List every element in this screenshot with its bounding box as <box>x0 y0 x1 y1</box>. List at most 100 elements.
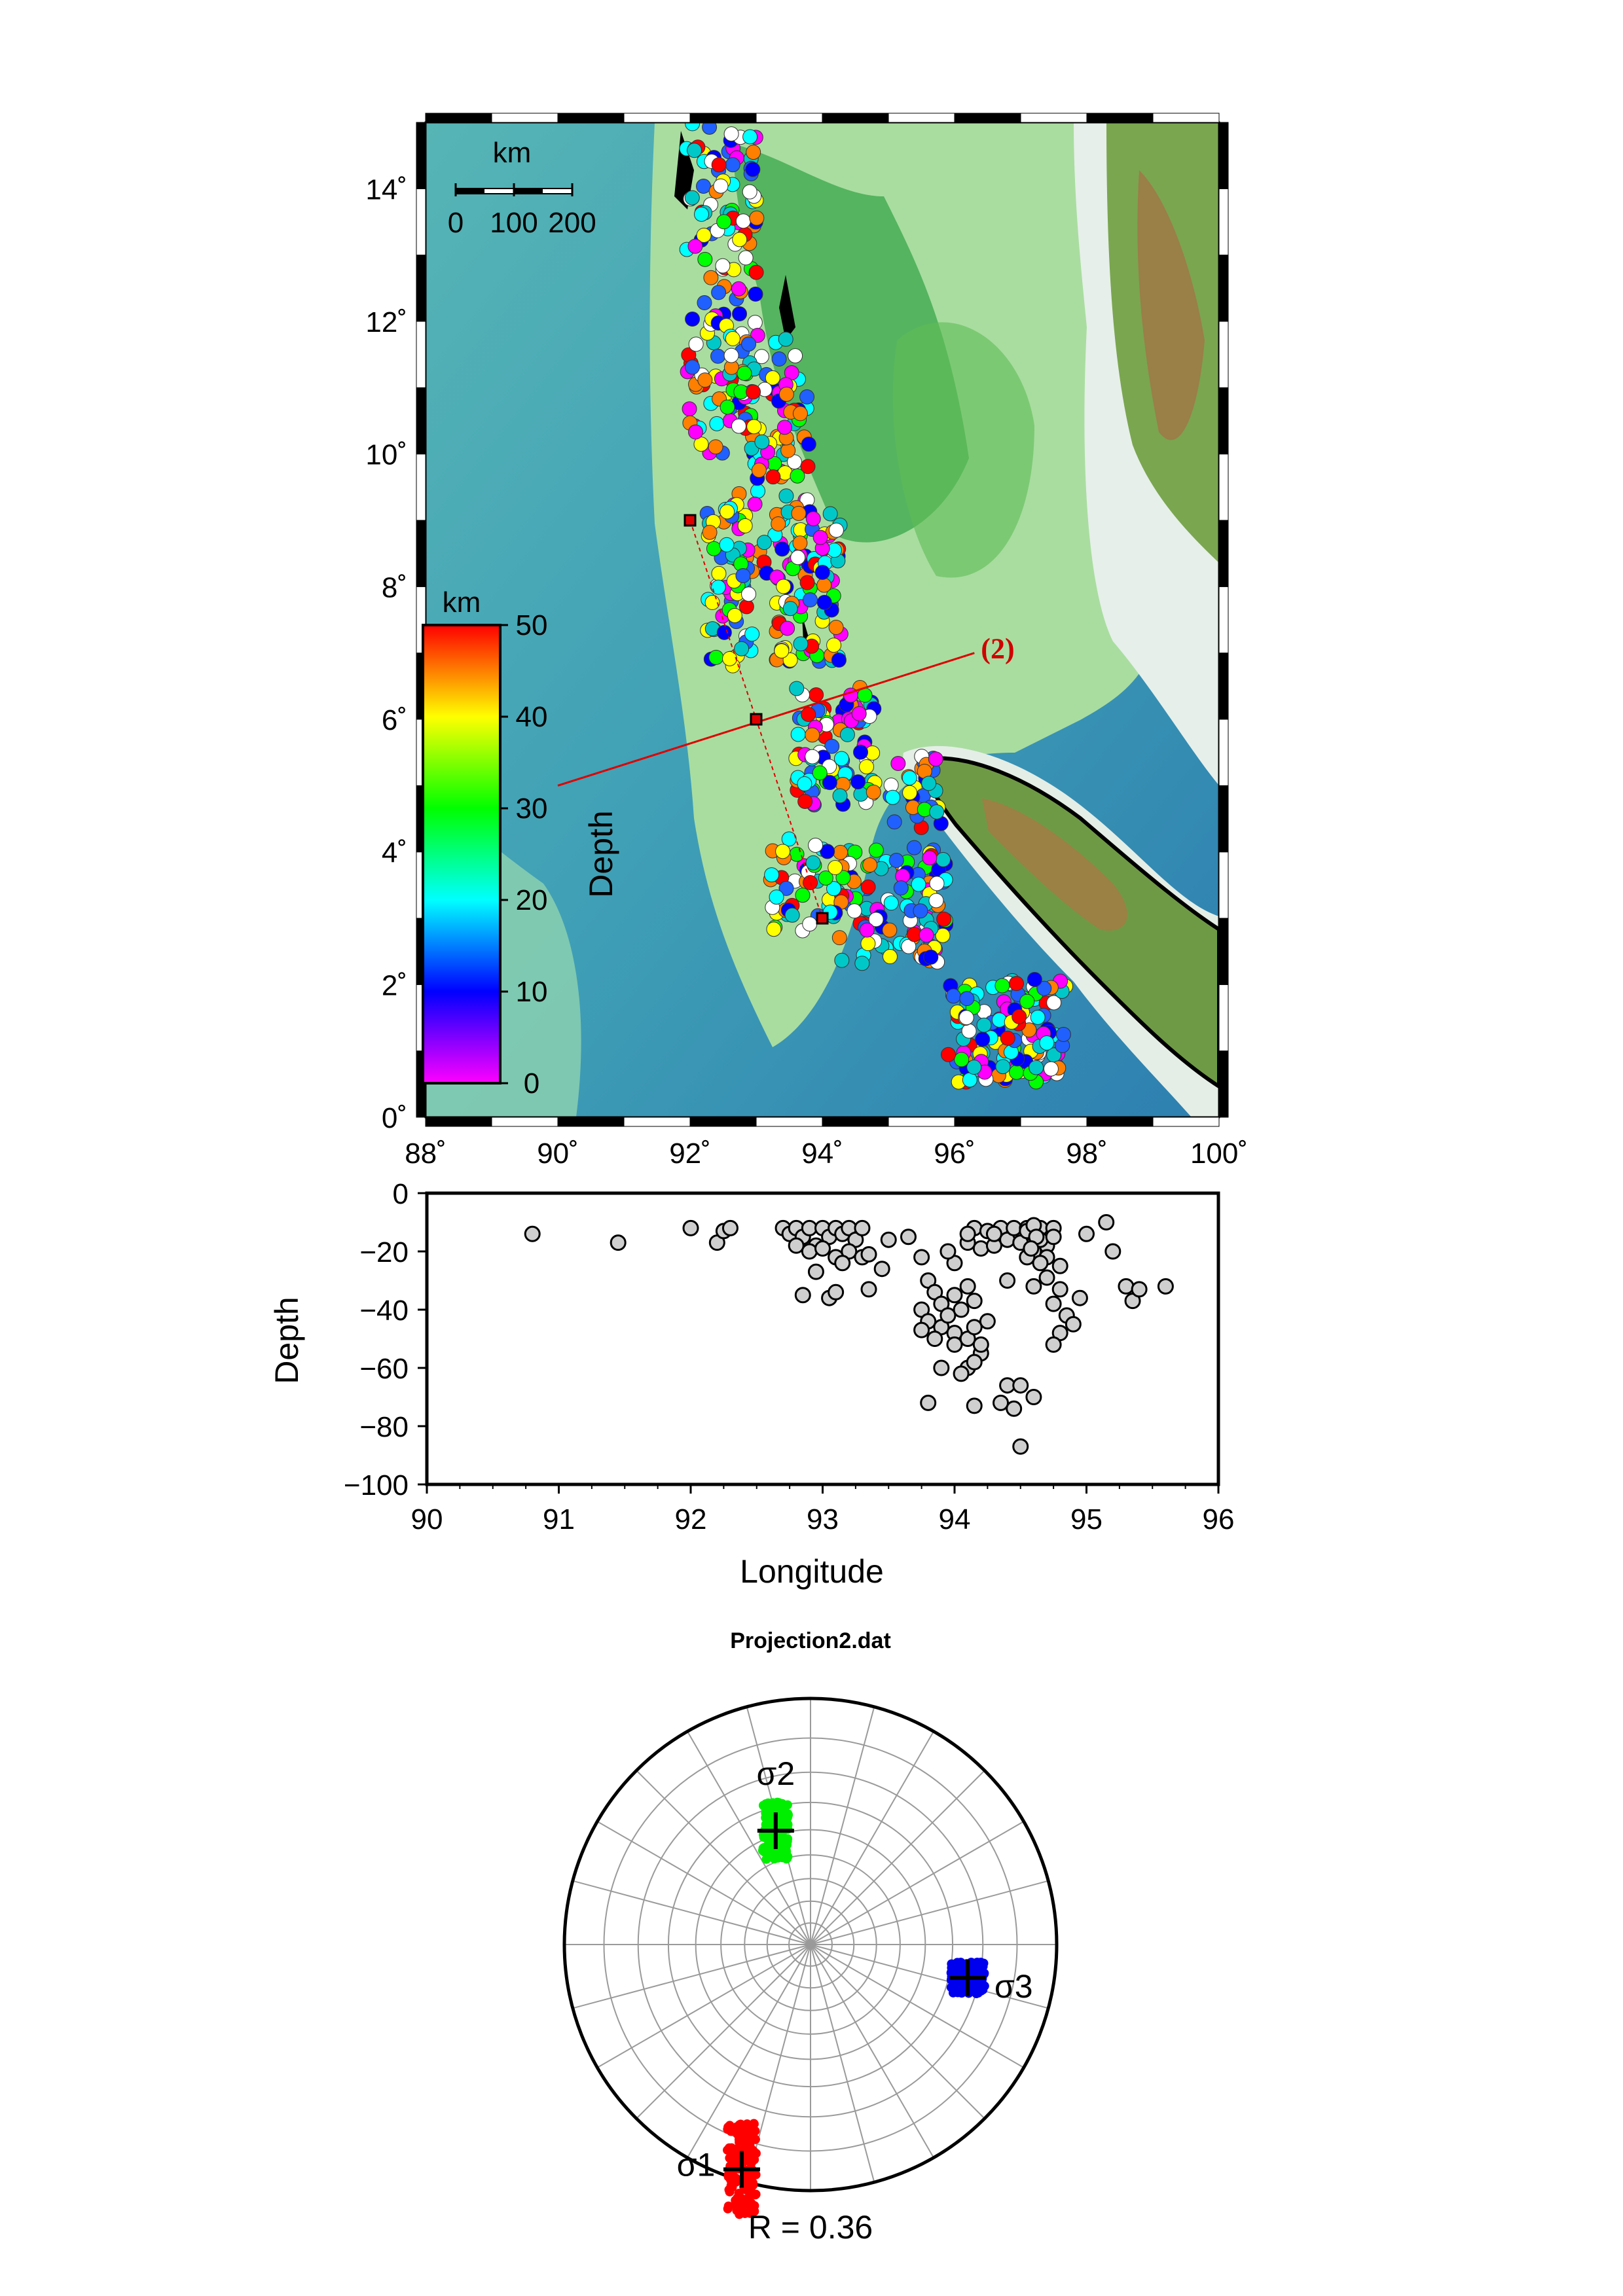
scalebar-label-200: 200 <box>548 207 596 239</box>
depth-point <box>1080 1227 1094 1241</box>
epicenter-dot <box>716 259 730 273</box>
epicenter-dot <box>733 232 747 247</box>
epicenter-dot <box>832 931 847 945</box>
depth-xlabel: Longitude <box>740 1553 884 1590</box>
trench-marker <box>751 714 761 725</box>
axis-solution-dot <box>746 2144 756 2153</box>
epicenter-dot <box>801 707 816 721</box>
depth-ytick-label: −100 <box>344 1469 409 1501</box>
epicenter-dot <box>685 190 699 205</box>
epicenter-dot <box>748 497 762 511</box>
axis-solution-dot <box>746 2198 756 2208</box>
epicenter-dot <box>697 295 712 310</box>
epicenter-dot <box>955 1052 969 1067</box>
axis-solution-dot <box>765 1839 775 1848</box>
epicenter-dot <box>725 158 740 172</box>
lon-tick-label: 88˚ <box>405 1138 447 1170</box>
epicenter-dot <box>806 855 820 870</box>
axis-solution-dot <box>750 2126 759 2136</box>
epicenter-dot <box>775 542 790 556</box>
epicenter-dot <box>1040 1035 1054 1050</box>
epicenter-dot <box>861 937 875 951</box>
epicenter-dot <box>791 550 805 565</box>
axis-solution-dot <box>947 1960 956 1969</box>
epicenter-dot <box>941 1047 956 1062</box>
epicenter-dot <box>960 992 974 1006</box>
epicenter-dot <box>840 727 854 742</box>
epicenter-dot <box>712 566 726 581</box>
epicenter-dot <box>742 185 757 199</box>
epicenter-dot <box>889 853 903 868</box>
epicenter-dot <box>682 402 697 416</box>
epicenter-dot <box>833 789 847 803</box>
epicenter-dot <box>902 771 917 785</box>
epicenter-dot <box>790 681 804 696</box>
epicenter-dot <box>724 127 739 141</box>
epicenter-dot <box>855 956 869 971</box>
epicenter-dot <box>860 759 874 774</box>
axis-solution-dot <box>725 2125 735 2134</box>
epicenter-dot <box>828 861 843 875</box>
epicenter-dot <box>731 419 746 433</box>
depth-point <box>954 1367 968 1381</box>
epicenter-dot <box>689 337 703 351</box>
epicenter-dot <box>792 506 806 520</box>
epicenter-dot <box>907 840 921 855</box>
epicenter-dot <box>833 845 848 859</box>
lon-tick-labels: 88˚ 90˚ 92˚ 94˚ 96˚ 98˚ 100˚ <box>405 1138 1248 1170</box>
epicenter-dot <box>746 145 761 160</box>
lat-tick-label: 10˚ <box>365 439 407 471</box>
epicenter-dot <box>717 215 731 229</box>
epicenter-dot <box>698 252 712 266</box>
epicenter-dot <box>688 425 702 439</box>
epicenter-dot <box>884 896 898 910</box>
depth-point <box>802 1244 816 1259</box>
scalebar-label-100: 100 <box>490 207 538 239</box>
depth-point <box>1158 1279 1173 1293</box>
depth-point <box>1013 1378 1028 1393</box>
epicenter-dot <box>1056 1027 1070 1041</box>
epicenter-dot <box>704 270 718 285</box>
epicenter-dot <box>702 525 717 539</box>
lon-tick-label: 90˚ <box>537 1138 579 1170</box>
epicenter-dot <box>813 530 828 545</box>
depth-point <box>1072 1291 1087 1305</box>
epicenter-dot <box>928 752 943 766</box>
axis-solution-dot <box>973 1985 982 1994</box>
epicenter-dot <box>976 1032 990 1047</box>
depth-point <box>974 1337 988 1352</box>
depth-point <box>901 1230 915 1244</box>
epicenter-dot <box>743 130 757 144</box>
depth-xtick-label: 92 <box>675 1503 707 1535</box>
colorbar-label: Depth <box>583 810 619 897</box>
epicenter-dot <box>1030 1010 1045 1024</box>
epicenter-dot <box>913 904 928 918</box>
depth-point <box>1024 1242 1038 1256</box>
epicenter-dot <box>809 688 824 702</box>
epicenter-dot <box>959 1011 974 1025</box>
epicenter-dot <box>776 579 791 594</box>
epicenter-dot <box>742 337 756 351</box>
depth-point <box>941 1244 955 1259</box>
depth-point <box>1099 1215 1114 1230</box>
axis-solution-dot <box>723 2204 733 2214</box>
epicenter-dot <box>911 877 926 891</box>
depth-point <box>816 1242 830 1256</box>
epicenter-dot <box>765 868 779 882</box>
epicenter-dot <box>710 416 724 431</box>
epicenter-dot <box>835 953 849 967</box>
epicenter-dot <box>739 251 753 265</box>
epicenter-dot <box>803 592 818 607</box>
depth-point <box>1007 1401 1021 1416</box>
epicenter-dot <box>1027 973 1042 987</box>
epicenter-dot <box>731 281 746 296</box>
depth-point <box>928 1332 942 1346</box>
lon-tick-label: 96˚ <box>934 1138 976 1170</box>
lat-tick-label: 2˚ <box>382 969 407 1001</box>
depth-point <box>1066 1317 1080 1331</box>
depth-point <box>1046 1230 1061 1244</box>
epicenter-dot <box>803 917 817 931</box>
colorbar-tick-label: 0 <box>524 1067 539 1100</box>
epicenter-dot <box>776 844 790 859</box>
map-panel: (2) 88˚ 90˚ 92˚ 94˚ 96˚ 98˚ 100˚ 0˚2˚4˚6˚8˚10˚… <box>365 113 1248 1170</box>
